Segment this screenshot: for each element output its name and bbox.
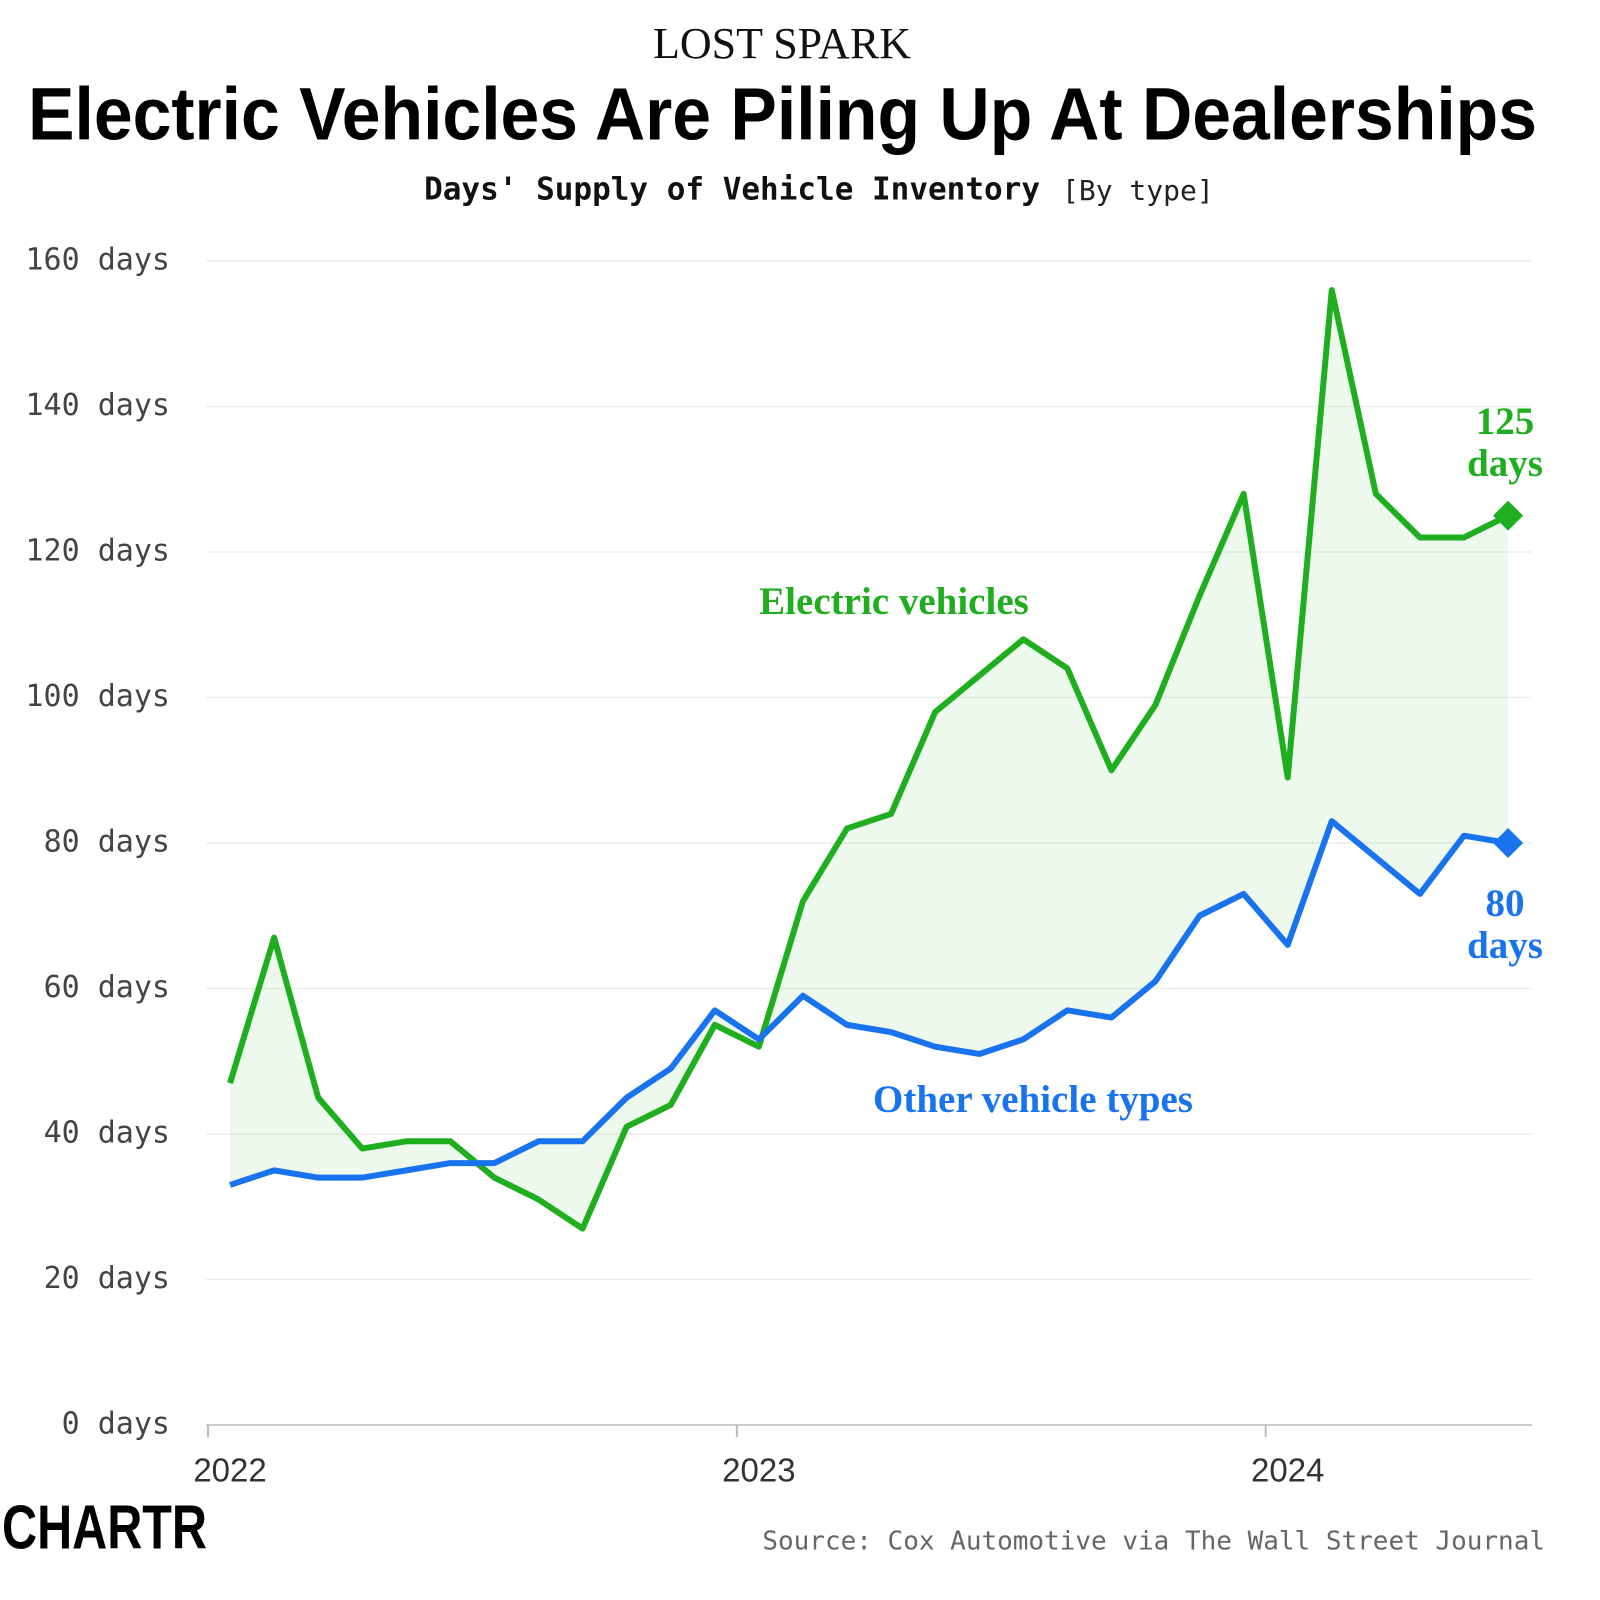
series-line: [229, 818, 1509, 1188]
y-tick-label: 140 days: [26, 388, 171, 423]
y-tick-label: 20 days: [44, 1261, 170, 1296]
y-tick-label: 0 days: [62, 1407, 170, 1442]
y-tick-label: 40 days: [44, 1116, 170, 1151]
y-tick-label: 120 days: [26, 534, 171, 569]
subtitle-note: [By type]: [1062, 174, 1214, 207]
supertitle: LOST SPARK: [653, 19, 911, 68]
x-tick-label: 2022: [193, 1452, 266, 1489]
value-label: 80 days: [1467, 882, 1543, 967]
y-tick-label: 60 days: [44, 970, 170, 1005]
y-tick-label: 100 days: [26, 679, 171, 714]
chart-title: Electric Vehicles Are Piling Up At Deale…: [28, 73, 1537, 156]
y-tick-label: 80 days: [44, 825, 170, 860]
y-tick-label: 160 days: [26, 243, 171, 278]
end-marker: [1493, 828, 1524, 858]
series-label: Other vehicle types: [873, 1078, 1193, 1121]
subtitle: Days' Supply of Vehicle Inventory: [424, 172, 1040, 208]
value-label: 125 days: [1467, 400, 1543, 485]
gap-area: [230, 290, 1509, 1229]
x-tick-label: 2024: [1251, 1452, 1324, 1489]
brand-logo: CHARTR: [2, 1493, 207, 1562]
source: Source: Cox Automotive via The Wall Stre…: [762, 1527, 1545, 1557]
series-line: [227, 287, 1510, 1232]
end-marker: [1493, 500, 1524, 531]
series-label: Electric vehicles: [759, 580, 1029, 623]
x-tick-label: 2023: [722, 1452, 795, 1489]
